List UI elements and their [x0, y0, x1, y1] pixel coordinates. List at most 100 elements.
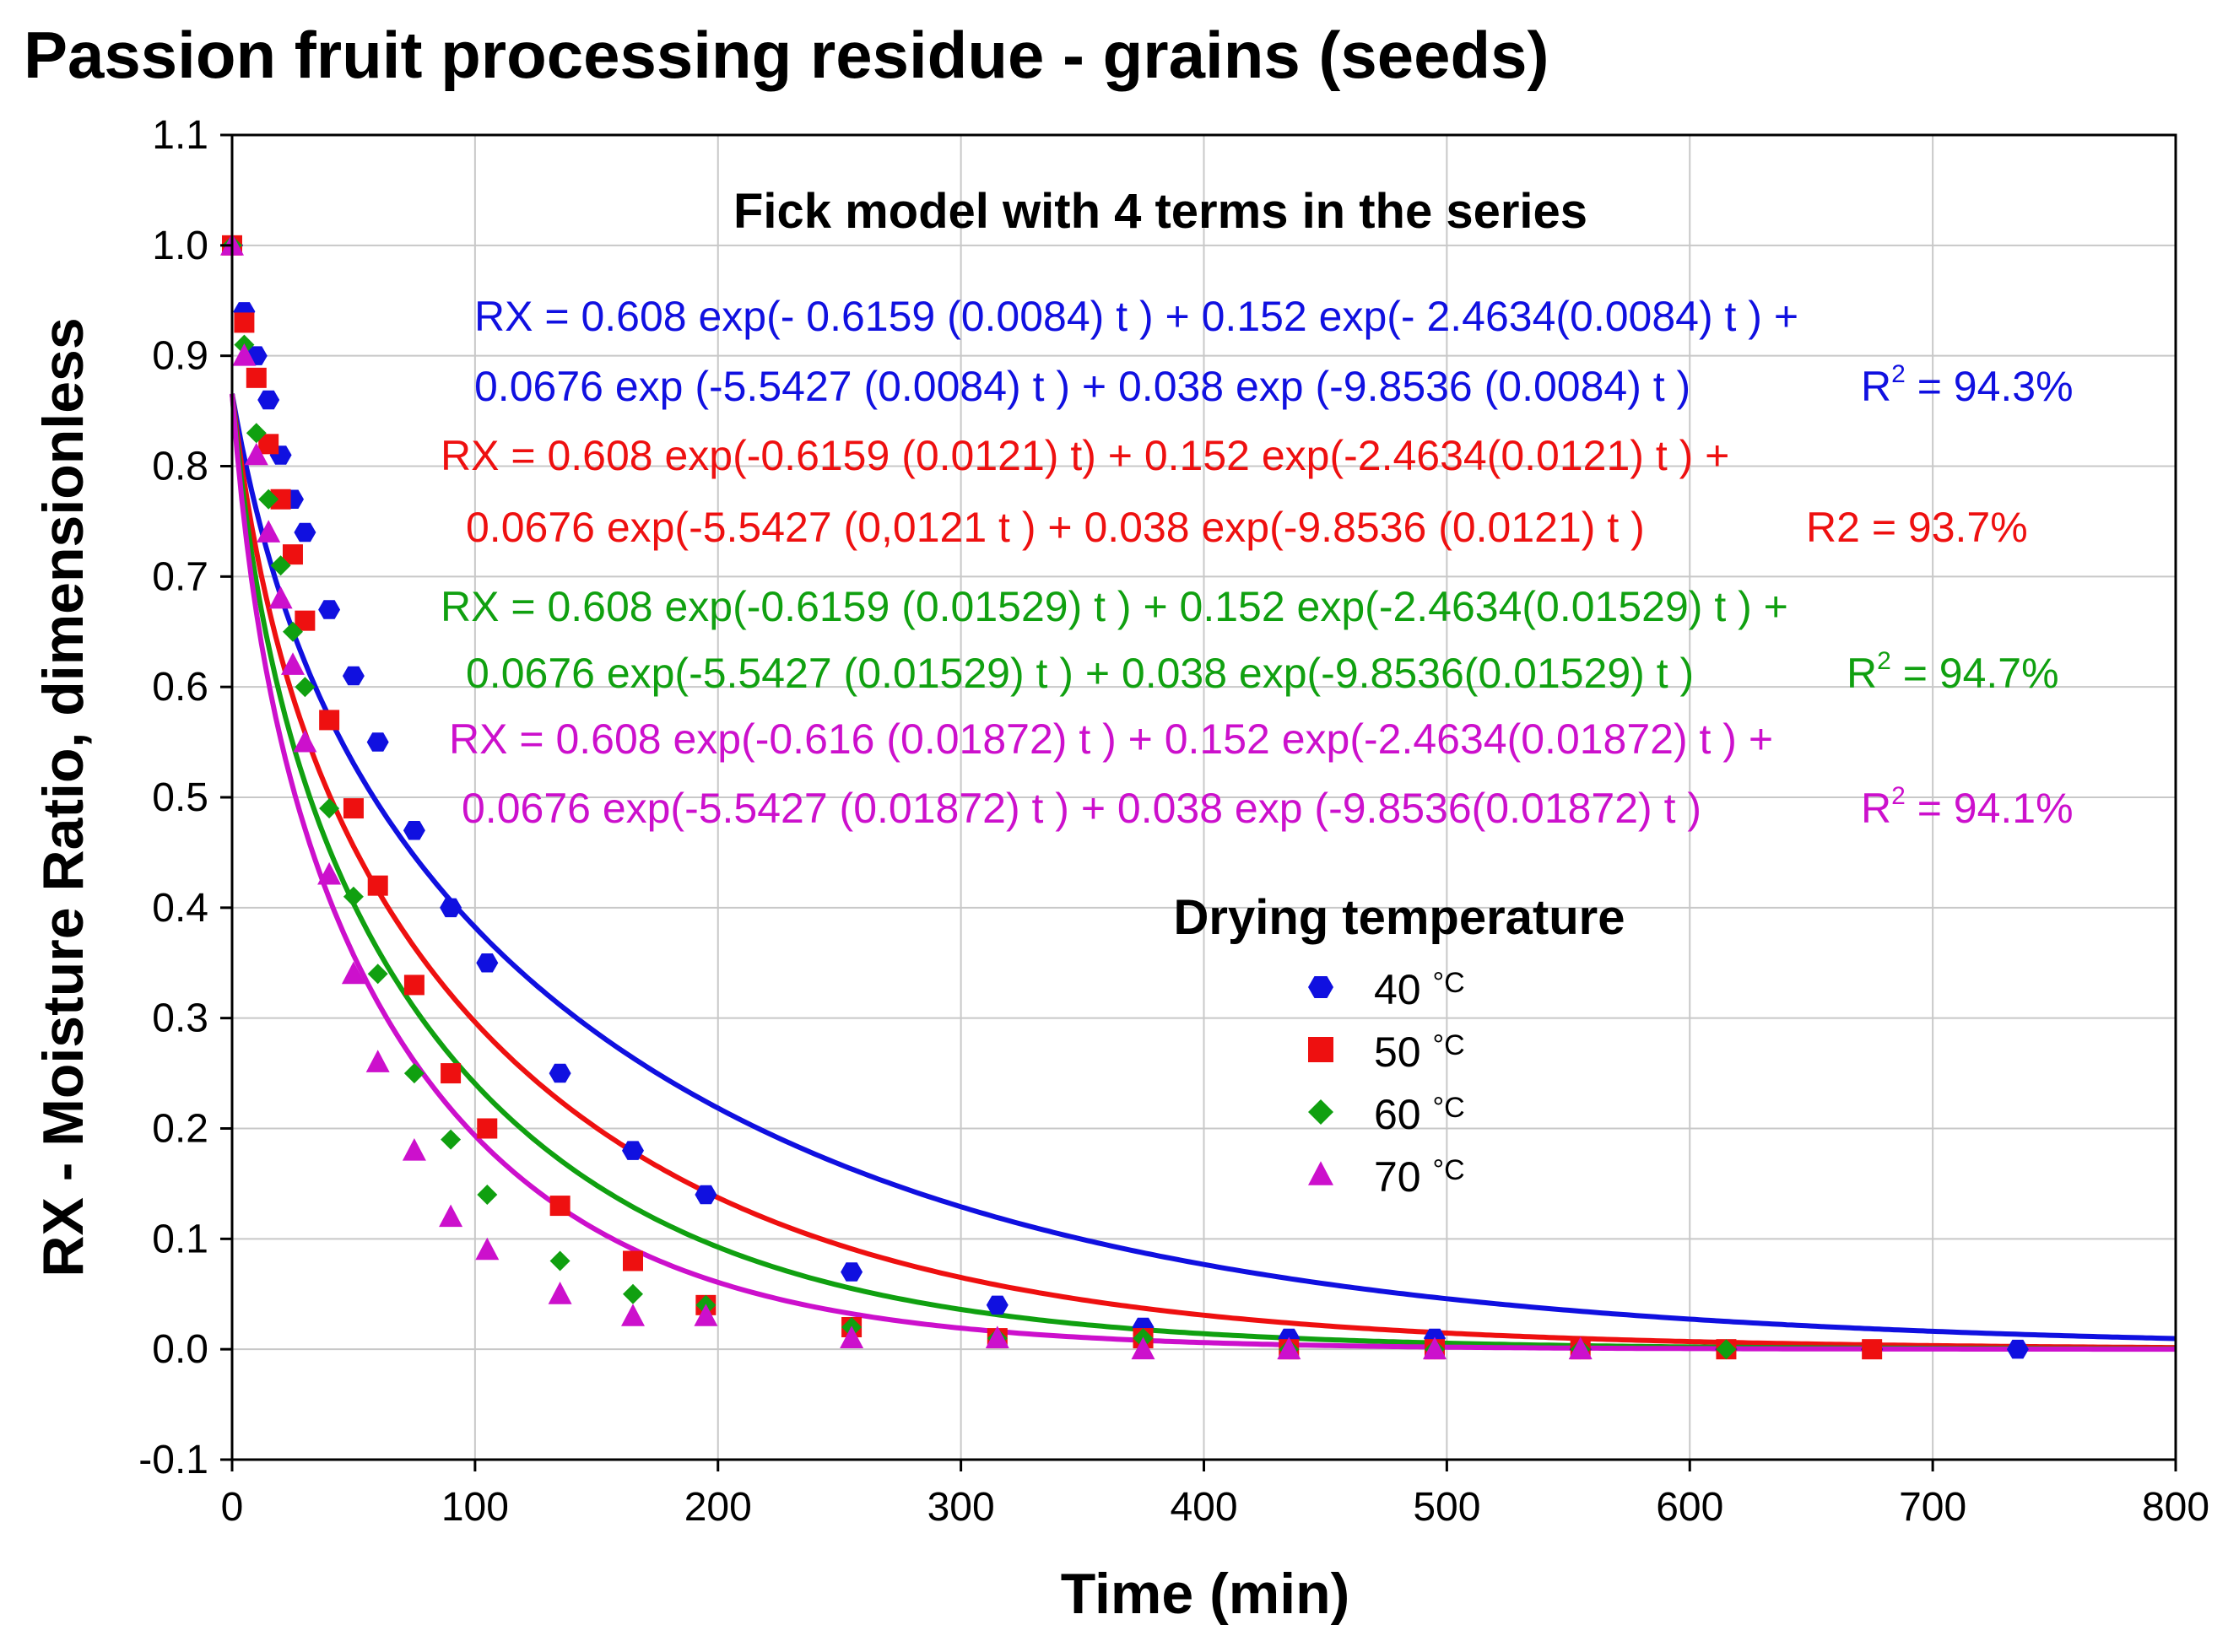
data-point-50 [1862, 1339, 1883, 1360]
data-point-70 [341, 961, 365, 985]
data-point-60 [295, 677, 316, 698]
data-point-60 [319, 798, 340, 819]
x-tick-label: 200 [684, 1485, 752, 1530]
data-point-50 [246, 367, 267, 388]
y-tick-label: 1.1 [152, 113, 208, 158]
r-squared-superscript: 2 [1877, 647, 1891, 675]
data-point-40 [549, 1063, 571, 1083]
data-point-70 [475, 1237, 500, 1261]
legend-temperature: 70 [1374, 1153, 1433, 1201]
fit-curve-40 [230, 393, 2177, 1342]
data-point-70 [281, 652, 305, 675]
data-point-60 [477, 1185, 498, 1205]
y-tick-label: 0.8 [152, 445, 208, 489]
data-point-40 [294, 522, 316, 543]
legend-title: Drying temperature [1173, 890, 1625, 945]
data-point-40 [2006, 1339, 2029, 1359]
x-tick-label: 800 [2142, 1485, 2209, 1530]
equation-line2-40: 0.0676 exp (-5.5427 (0.0084) t ) + 0.038… [474, 363, 1690, 410]
x-tick-label: 700 [1899, 1485, 1966, 1530]
y-tick-label: 0.3 [152, 996, 208, 1041]
data-point-60 [549, 1250, 571, 1271]
r-squared-value: = 94.7% [1891, 650, 2059, 697]
data-points [220, 233, 2029, 1360]
data-point-40 [318, 600, 341, 619]
data-point-70 [257, 520, 281, 543]
data-point-50 [319, 710, 340, 731]
data-point-40 [403, 821, 425, 840]
chart-title: Passion fruit processing residue - grain… [24, 18, 1549, 92]
r-squared-symbol: R [1861, 363, 1891, 410]
y-tick-label: 0.4 [152, 886, 208, 931]
r-squared-superscript: 2 [1891, 782, 1906, 810]
y-tick-label: 0.9 [152, 334, 208, 379]
data-point-70 [365, 1050, 390, 1072]
data-point-70 [268, 586, 293, 609]
data-point-70 [293, 729, 317, 753]
legend: 40 °C50 °C60 °C70 °C [1308, 966, 1465, 1201]
data-point-50 [234, 312, 255, 333]
data-point-60 [623, 1283, 643, 1304]
data-point-40 [695, 1185, 717, 1205]
data-point-40 [366, 732, 389, 752]
r-squared-symbol: R2 [1806, 504, 1860, 551]
y-tick-label: -0.1 [138, 1438, 208, 1482]
r-squared-value: = 94.3% [1906, 363, 2074, 410]
r-squared-40: R2 = 94.3% [1861, 360, 2074, 410]
x-tick-label: 500 [1413, 1485, 1480, 1530]
data-point-70 [1423, 1336, 1447, 1360]
legend-temperature: 60 [1374, 1091, 1433, 1138]
legend-temperature: 40 [1374, 966, 1433, 1013]
data-point-50 [622, 1250, 643, 1271]
data-point-70 [985, 1325, 1009, 1348]
data-point-60 [246, 423, 267, 444]
data-point-70 [1277, 1336, 1301, 1360]
data-point-50 [343, 798, 364, 819]
data-point-40 [622, 1141, 644, 1160]
data-point-60 [258, 489, 279, 510]
x-tick-label: 400 [1170, 1485, 1237, 1530]
data-point-40 [440, 898, 462, 918]
data-point-70 [694, 1304, 718, 1326]
equation-line2-70: 0.0676 exp(-5.5427 (0.01872) t ) + 0.038… [462, 785, 1701, 832]
y-tick-label: 0.2 [152, 1107, 208, 1152]
equation-line1-40: RX = 0.608 exp(- 0.6159 (0.0084) t ) + 0… [474, 293, 1798, 340]
data-point-50 [441, 1063, 462, 1084]
x-tick-label: 0 [221, 1485, 244, 1530]
y-tick-label: 0.7 [152, 554, 208, 599]
equation-line1-70: RX = 0.608 exp(-0.616 (0.01872) t ) + 0.… [449, 715, 1773, 763]
legend-marker-60 [1308, 1099, 1333, 1125]
data-point-60 [270, 555, 291, 576]
data-point-40 [257, 390, 280, 410]
grid [232, 135, 2176, 1460]
axis-ticks: 0 100 200 300 400 500 600 700 800 -0.1 0.0 0.1 0.2 0.… [138, 113, 2209, 1530]
legend-label-40: 40 °C [1374, 966, 1465, 1013]
data-point-70 [244, 442, 268, 466]
legend-temperature: 50 [1374, 1028, 1433, 1076]
data-point-50 [367, 875, 388, 896]
y-axis-label: RX - Moisture Ratio, dimensionless [31, 317, 95, 1277]
data-point-70 [548, 1282, 572, 1304]
y-tick-label: 0.1 [152, 1217, 208, 1261]
data-point-40 [476, 953, 499, 973]
data-point-70 [232, 343, 257, 366]
data-point-50 [477, 1118, 498, 1139]
data-point-70 [317, 861, 342, 885]
data-point-40 [342, 666, 365, 686]
legend-label-70: 70 °C [1374, 1153, 1465, 1201]
data-point-60 [283, 621, 303, 642]
data-point-60 [441, 1129, 462, 1150]
x-tick-label: 100 [441, 1485, 509, 1530]
model-subtitle: Fick model with 4 terms in the series [733, 184, 1587, 239]
data-point-70 [402, 1138, 426, 1161]
data-point-40 [986, 1295, 1009, 1315]
x-tick-label: 300 [927, 1485, 995, 1530]
y-tick-label: 0.0 [152, 1327, 208, 1372]
r-squared-value: = 93.7% [1860, 504, 2028, 551]
model-equations: RX = 0.608 exp(- 0.6159 (0.0084) t ) + 0… [441, 293, 2074, 832]
legend-unit: °C [1433, 967, 1465, 999]
legend-marker-50 [1308, 1037, 1333, 1062]
x-tick-label: 600 [1656, 1485, 1723, 1530]
